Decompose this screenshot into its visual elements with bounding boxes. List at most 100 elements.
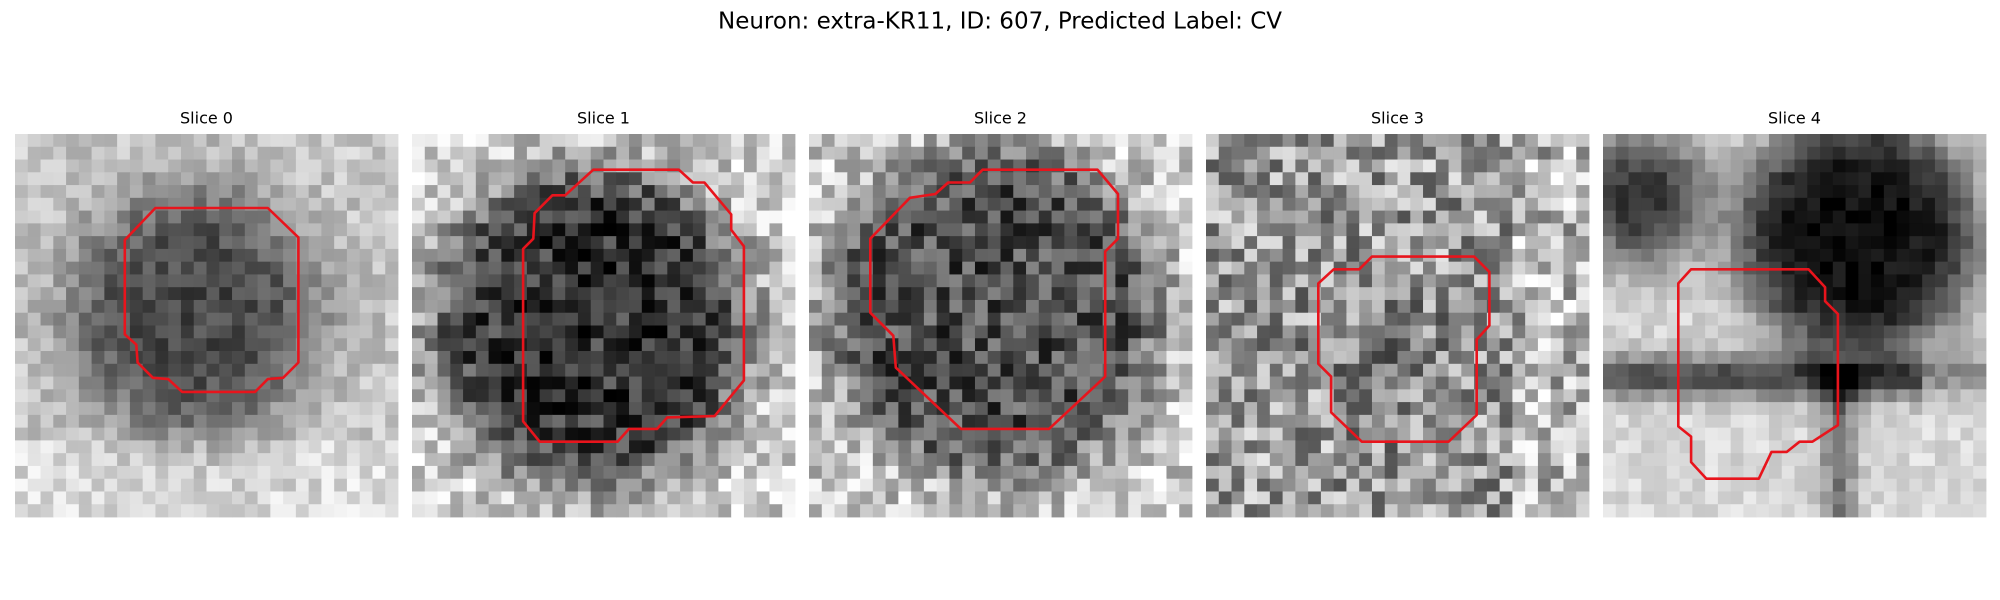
- pixel: [1973, 453, 1987, 467]
- pixel: [1397, 236, 1411, 250]
- pixel: [847, 172, 861, 186]
- pixel: [1448, 389, 1462, 403]
- pixel: [488, 351, 502, 365]
- pixel: [1845, 465, 1859, 480]
- pixel: [1692, 223, 1706, 237]
- pixel: [911, 440, 925, 454]
- pixel: [270, 325, 284, 339]
- pixel: [475, 197, 489, 211]
- pixel: [1641, 223, 1655, 237]
- pixel: [872, 414, 886, 429]
- pixel: [1499, 376, 1513, 390]
- pixel: [1038, 172, 1052, 186]
- pixel: [1206, 159, 1220, 173]
- pixel: [1743, 402, 1757, 416]
- pixel: [15, 338, 29, 352]
- pixel: [1845, 504, 1859, 518]
- pixel: [193, 312, 207, 326]
- pixel: [450, 146, 464, 160]
- pixel: [1282, 134, 1296, 148]
- pixel: [1654, 491, 1668, 505]
- pixel: [359, 427, 373, 441]
- pixel: [1896, 248, 1910, 263]
- pixel: [821, 223, 835, 237]
- pixel: [962, 261, 976, 275]
- pixel: [1820, 504, 1834, 518]
- pixel: [1525, 197, 1539, 211]
- pixel: [1013, 274, 1027, 288]
- pixel: [718, 236, 732, 250]
- pixel: [1282, 248, 1296, 263]
- pixel: [1000, 440, 1014, 454]
- pixel: [1832, 274, 1846, 288]
- pixel: [1140, 287, 1155, 301]
- pixel: [1231, 478, 1245, 492]
- pixel: [667, 172, 681, 186]
- pixel: [885, 325, 899, 339]
- pixel: [270, 197, 284, 211]
- pixel: [1013, 427, 1027, 441]
- pixel: [53, 172, 67, 186]
- pixel: [667, 261, 681, 275]
- pixel: [949, 440, 963, 454]
- pixel: [1576, 414, 1590, 429]
- pixel: [295, 504, 310, 518]
- pixel: [743, 376, 758, 390]
- pixel: [680, 376, 694, 390]
- pixel: [1832, 287, 1846, 301]
- pixel: [1269, 312, 1283, 326]
- pixel: [129, 465, 144, 480]
- pixel: [180, 185, 195, 199]
- pixel: [1448, 402, 1462, 416]
- pixel: [78, 248, 92, 263]
- pixel: [66, 363, 80, 377]
- pixel: [283, 312, 297, 326]
- pixel: [104, 376, 118, 390]
- pixel: [308, 402, 322, 416]
- pixel: [1603, 414, 1617, 429]
- pixel: [155, 210, 169, 224]
- pixel: [1628, 274, 1642, 288]
- pixel: [1717, 465, 1732, 480]
- pixel: [129, 236, 144, 250]
- pixel: [1858, 185, 1872, 199]
- pixel: [1896, 236, 1910, 250]
- pixel: [1909, 338, 1923, 352]
- pixel: [308, 427, 322, 441]
- pixel: [1628, 414, 1642, 429]
- pixel: [1128, 363, 1142, 377]
- pixel: [1320, 236, 1335, 250]
- pixel: [834, 197, 848, 211]
- pixel: [1909, 478, 1923, 492]
- pixel: [1051, 363, 1065, 377]
- pixel: [1871, 248, 1885, 263]
- pixel: [1563, 465, 1577, 480]
- pixel: [1206, 465, 1220, 480]
- pixel: [385, 504, 399, 518]
- pixel: [488, 402, 502, 416]
- pixel: [1077, 478, 1091, 492]
- pixel: [40, 185, 54, 199]
- pixel: [1231, 325, 1245, 339]
- pixel: [1257, 427, 1271, 441]
- pixel: [168, 338, 182, 352]
- pixel: [526, 299, 541, 314]
- pixel: [501, 491, 515, 505]
- pixel: [1705, 312, 1719, 326]
- pixel: [692, 453, 707, 467]
- pixel: [206, 172, 220, 186]
- pixel: [1666, 223, 1680, 237]
- pixel: [129, 248, 144, 263]
- pixel: [923, 159, 938, 173]
- pixel: [1269, 389, 1283, 403]
- pixel: [1730, 134, 1744, 148]
- pixel: [782, 427, 796, 441]
- pixel: [1576, 338, 1590, 352]
- pixel: [1435, 504, 1449, 518]
- pixel: [1794, 146, 1808, 160]
- pixel: [219, 287, 233, 301]
- pixel: [1603, 389, 1617, 403]
- pixel: [923, 146, 938, 160]
- pixel: [987, 185, 1001, 199]
- pixel: [15, 223, 29, 237]
